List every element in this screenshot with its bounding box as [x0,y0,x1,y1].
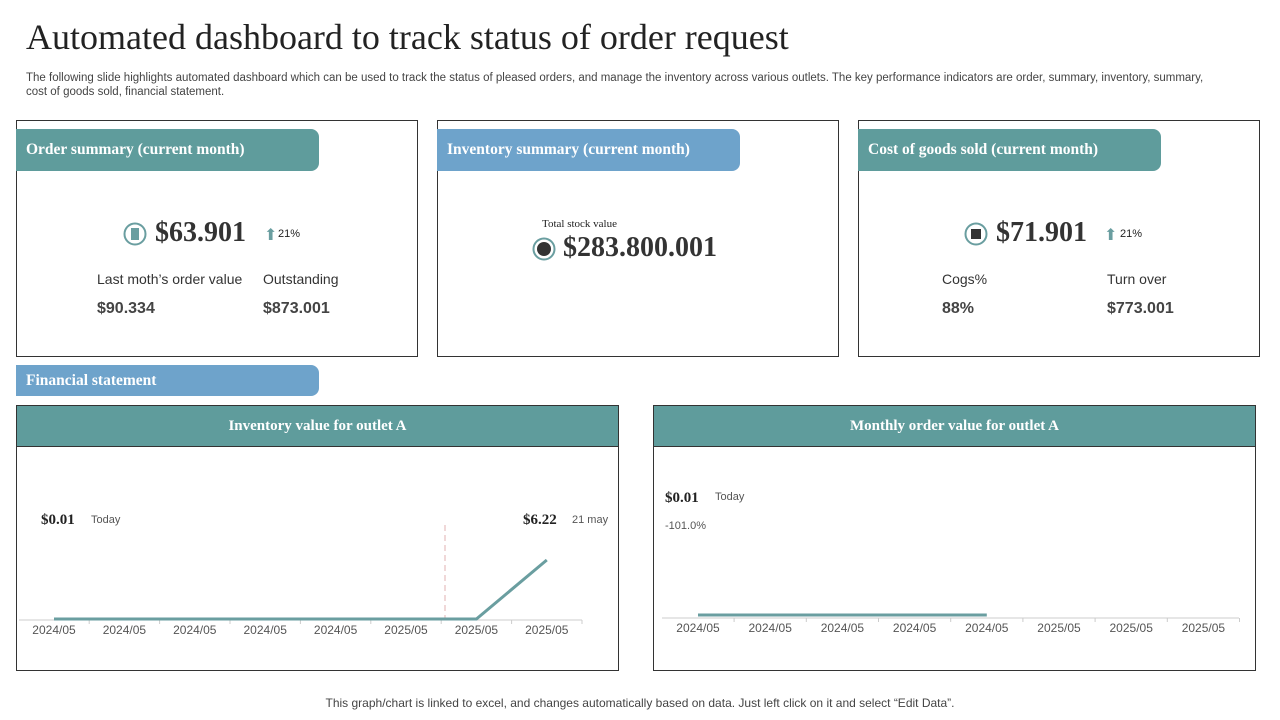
stat-label: Outstanding [263,271,339,287]
x-tick-label: 2025/05 [525,623,569,637]
title: Automated dashboard to track status of o… [26,17,789,57]
stat-label: Turn over [1107,271,1167,287]
up-arrow: ⬆ [1104,227,1118,244]
stat-value: $90.334 [97,300,155,317]
section-label: Financial statement [16,365,319,396]
card-caption: Total stock value [542,218,617,230]
card-heading: Inventory summary (current month) [437,129,740,171]
card-change: 21% [1120,228,1143,240]
stat-value: $773.001 [1107,300,1174,317]
annotation: $0.01 [665,490,699,506]
card-value: $283.800.001 [563,232,717,263]
annotation-note: Today [91,514,121,526]
x-tick-label: 2024/05 [314,623,358,637]
annotation: $6.22 [523,512,557,528]
annotation-change: -101.0% [665,520,706,532]
x-tick-label: 2024/05 [893,621,937,635]
stat-label: Cogs% [942,271,988,287]
chart-title: Inventory value for outlet A [17,406,618,447]
chart: 2024/05 2024/05 2024/05 2024/05 2024/05 2025/… [662,613,1240,635]
x-tick-label: 2025/05 [1182,621,1226,635]
x-tick-label: 2024/05 [676,621,720,635]
chart-title: Monthly order value for outlet A [654,406,1255,447]
x-tick-label: 2024/05 [749,621,793,635]
x-tick-label: 2024/05 [244,623,288,637]
icon [964,222,988,246]
chart-panel: Inventory value for outlet A [16,405,619,671]
card-heading: Cost of goods sold (current month) [858,129,1161,171]
annotation: $0.01 [41,512,75,528]
footer: This graph/chart is linked to excel, and… [325,696,955,710]
x-tick-label: 2024/05 [173,623,217,637]
x-tick-label: 2025/05 [455,623,499,637]
stat-value: 88% [942,300,975,317]
x-tick-label: 2025/05 [1037,621,1081,635]
x-tick-label: 2024/05 [103,623,147,637]
x-tick-label: 2025/05 [1110,621,1154,635]
icon [123,222,147,246]
icon [532,237,556,261]
card-value: $71.901 [996,217,1087,248]
x-tick-label: 2024/05 [821,621,865,635]
chart: 2024/05 2024/05 2024/05 2024/05 2024/05 2025/… [19,525,583,637]
card-change: 21% [278,228,301,240]
subtitle: The following slide highlights automated… [26,72,1204,98]
annotation-note: Today [715,491,745,503]
up-arrow: ⬆ [264,227,278,244]
annotation-note: 21 may [572,514,609,526]
chart-panel: Monthly order value for outlet A [653,405,1256,671]
stat-label: Last moth’s order value [97,271,243,287]
x-tick-label: 2024/05 [32,623,76,637]
stat-value: $873.001 [263,300,330,317]
card-value: $63.901 [155,217,246,248]
x-tick-label: 2024/05 [965,621,1009,635]
card-heading: Order summary (current month) [16,129,319,171]
x-tick-label: 2025/05 [384,623,428,637]
line-series [54,558,548,621]
